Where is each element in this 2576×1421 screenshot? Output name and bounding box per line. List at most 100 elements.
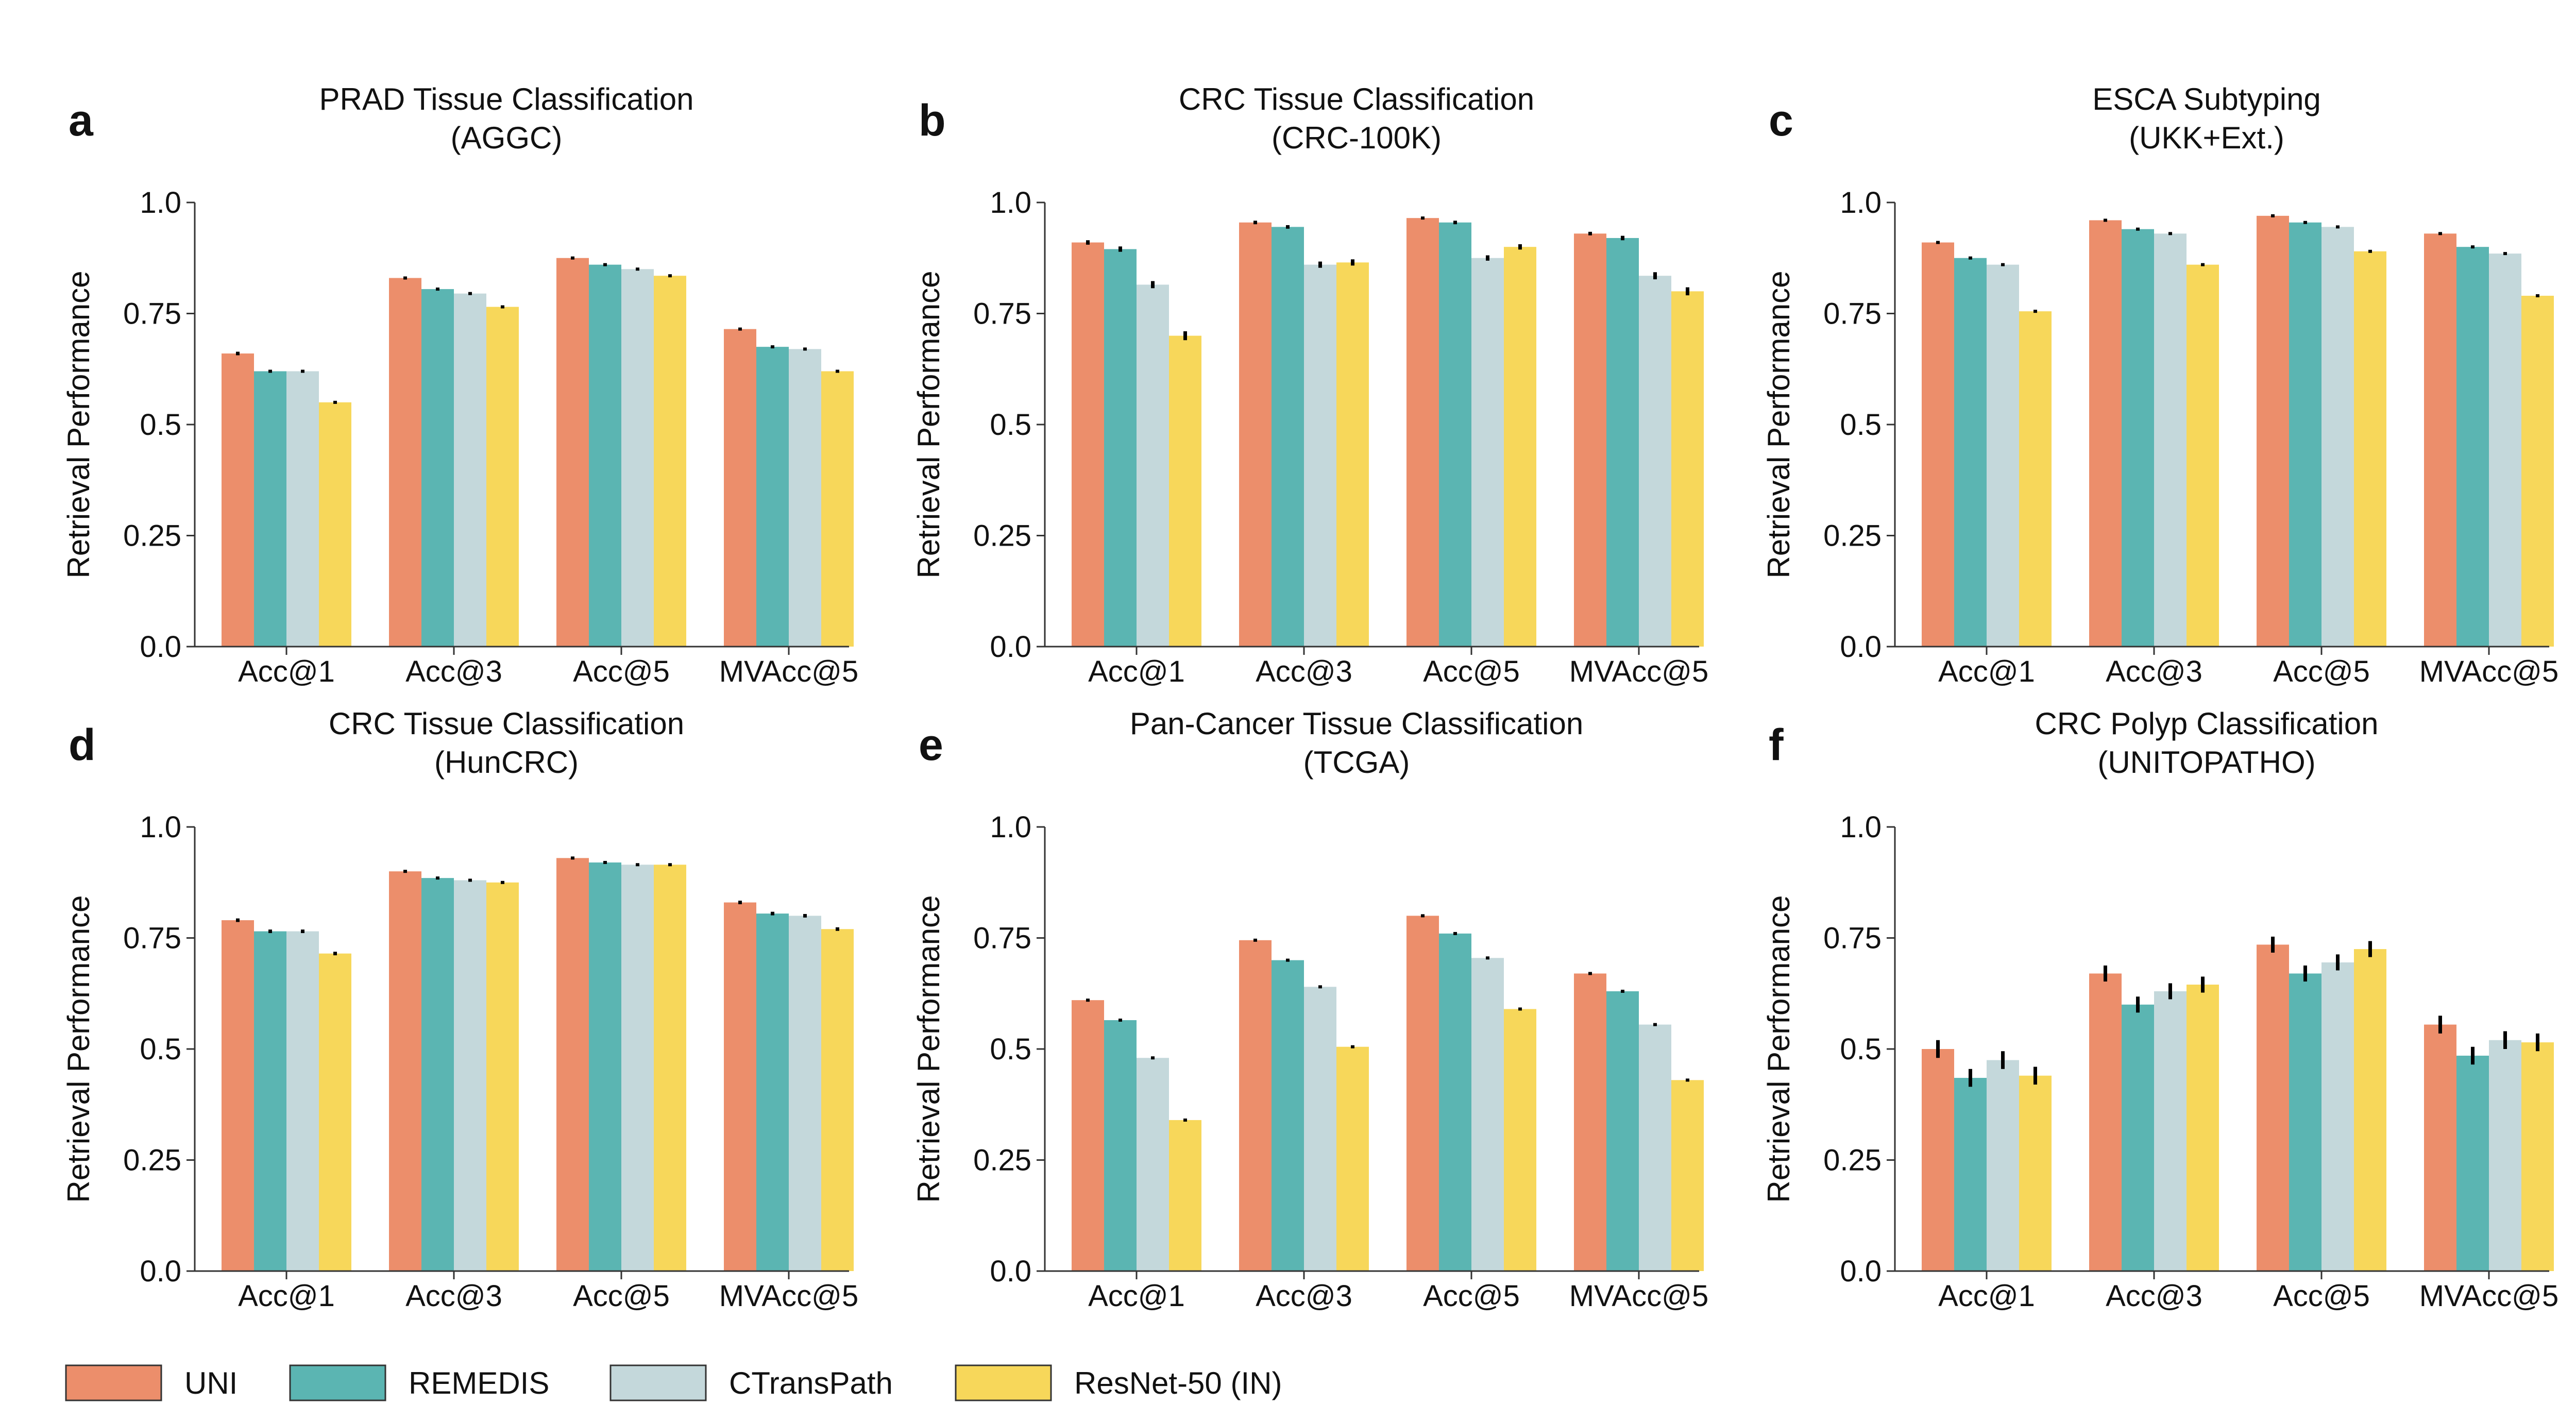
y-tick-label: 0.75 <box>123 922 181 955</box>
bar-uni-mvacc-5 <box>2424 233 2456 647</box>
bar-ctranspath-acc-5 <box>621 865 654 1271</box>
legend-swatch-resnet-50-in <box>955 1364 1052 1401</box>
bar-resnet-50-in--acc-5 <box>2354 251 2386 647</box>
panel-letter: c <box>1769 96 1793 145</box>
chart-title-line: (AGGC) <box>451 121 563 155</box>
y-tick-label: 1.0 <box>990 810 1031 844</box>
bar-uni-acc-1 <box>1922 242 1954 647</box>
legend-label-remedis: REMEDIS <box>409 1366 549 1400</box>
bar-remedis-acc-1 <box>254 931 286 1271</box>
bar-uni-acc-5 <box>556 858 589 1271</box>
x-tick-label: MVAcc@5 <box>1569 1279 1709 1313</box>
bar-ctranspath-acc-1 <box>1987 264 2019 647</box>
bar-uni-acc-1 <box>1072 1000 1104 1271</box>
bar-uni-mvacc-5 <box>1574 973 1606 1271</box>
chart-panel-f: f CRC Polyp Classification (UNITOPATHO) Ret… <box>1761 706 2558 1313</box>
bar-resnet-50-in--acc-3 <box>2187 985 2219 1271</box>
legend-swatch-ctranspath <box>609 1364 707 1401</box>
bar-resnet-50-in--mvacc-5 <box>821 371 854 647</box>
x-tick-label: Acc@3 <box>405 1279 502 1313</box>
y-tick-label: 0.25 <box>123 519 181 553</box>
chart-title-line: Pan-Cancer Tissue Classification <box>1130 706 1583 741</box>
bar-remedis-acc-3 <box>1272 960 1304 1271</box>
bar-ctranspath-acc-1 <box>1987 1060 2019 1271</box>
x-tick-label: Acc@1 <box>238 655 335 688</box>
y-tick-label: 0.25 <box>1823 519 1882 553</box>
bar-uni-acc-5 <box>1406 218 1439 647</box>
legend-swatch-uni <box>65 1364 162 1401</box>
bar-ctranspath-acc-1 <box>286 371 319 647</box>
bar-uni-acc-1 <box>1922 1049 1954 1271</box>
chart-title-line: (UNITOPATHO) <box>2097 745 2315 780</box>
bar-uni-acc-5 <box>1406 916 1439 1271</box>
y-tick-label: 0.75 <box>973 922 1031 955</box>
bar-ctranspath-mvacc-5 <box>1639 1024 1671 1271</box>
bar-remedis-acc-1 <box>1954 1078 1987 1271</box>
bar-remedis-acc-5 <box>1439 222 1471 647</box>
bar-uni-acc-5 <box>2257 215 2289 647</box>
x-tick-label: Acc@1 <box>1088 1279 1185 1313</box>
bar-uni-mvacc-5 <box>724 329 756 647</box>
x-tick-label: MVAcc@5 <box>2419 1279 2559 1313</box>
bar-resnet-50-in--acc-3 <box>2187 264 2219 647</box>
bar-remedis-acc-5 <box>1439 933 1471 1271</box>
x-tick-label: MVAcc@5 <box>719 655 859 688</box>
y-axis-label: Retrieval Performance <box>1761 895 1796 1203</box>
bar-uni-acc-3 <box>2089 220 2122 647</box>
bar-resnet-50-in--mvacc-5 <box>2521 296 2554 647</box>
y-tick-label: 1.0 <box>140 810 181 844</box>
bar-resnet-50-in--acc-3 <box>1336 262 1369 647</box>
bar-resnet-50-in--mvacc-5 <box>2521 1042 2554 1271</box>
x-tick-label: Acc@1 <box>1938 1279 2035 1313</box>
bar-ctranspath-acc-1 <box>1137 284 1169 647</box>
x-tick-label: Acc@5 <box>573 655 670 688</box>
legend-label-uni: UNI <box>184 1366 238 1400</box>
y-tick-label: 0.5 <box>1840 408 1882 442</box>
bar-remedis-mvacc-5 <box>756 914 789 1271</box>
panel-letter: e <box>919 720 943 770</box>
chart-title-line: (TCGA) <box>1303 745 1410 780</box>
chart-title-line: CRC Tissue Classification <box>329 706 684 741</box>
bar-ctranspath-acc-3 <box>454 293 486 647</box>
bar-remedis-acc-3 <box>2122 1004 2154 1271</box>
bar-remedis-mvacc-5 <box>1606 991 1639 1271</box>
y-tick-label: 0.5 <box>1840 1033 1882 1066</box>
bar-resnet-50-in--acc-3 <box>1336 1046 1369 1271</box>
y-tick-label: 0.75 <box>1823 922 1882 955</box>
y-tick-label: 1.0 <box>990 186 1031 219</box>
y-axis-label: Retrieval Performance <box>61 271 96 579</box>
y-axis-label: Retrieval Performance <box>61 895 96 1203</box>
y-tick-label: 0.75 <box>1823 297 1882 331</box>
bar-ctranspath-mvacc-5 <box>2489 1040 2521 1271</box>
bar-resnet-50-in--acc-5 <box>1504 1009 1536 1271</box>
bar-resnet-50-in--acc-5 <box>654 865 686 1271</box>
y-tick-label: 0.5 <box>990 1033 1031 1066</box>
chart-title-line: ESCA Subtyping <box>2092 82 2321 116</box>
x-tick-label: Acc@5 <box>2273 1279 2370 1313</box>
y-axis-label: Retrieval Performance <box>911 271 946 579</box>
y-tick-label: 0.0 <box>990 1255 1031 1288</box>
legend-swatch-remedis <box>289 1364 386 1401</box>
y-tick-label: 0.0 <box>140 1255 181 1288</box>
x-tick-label: Acc@1 <box>238 1279 335 1313</box>
chart-panel-e: e Pan-Cancer Tissue Classification (TCGA) R… <box>911 706 1708 1313</box>
y-tick-label: 0.25 <box>123 1144 181 1177</box>
bar-remedis-acc-1 <box>254 371 286 647</box>
chart-panel-a: a PRAD Tissue Classification (AGGC) Retriev… <box>61 82 858 688</box>
y-tick-label: 0.0 <box>1840 630 1882 664</box>
x-tick-label: Acc@3 <box>2106 655 2202 688</box>
bar-remedis-acc-3 <box>421 878 454 1271</box>
y-tick-label: 0.0 <box>140 630 181 664</box>
panel-letter: d <box>69 720 96 770</box>
chart-title-line: (HunCRC) <box>434 745 579 780</box>
bar-ctranspath-acc-5 <box>1471 958 1504 1271</box>
bar-ctranspath-acc-5 <box>2321 962 2354 1271</box>
bar-uni-mvacc-5 <box>724 902 756 1271</box>
chart-title-line: CRC Tissue Classification <box>1179 82 1534 116</box>
bar-resnet-50-in--mvacc-5 <box>1671 1080 1704 1271</box>
bar-ctranspath-acc-5 <box>621 269 654 647</box>
chart-title-line: PRAD Tissue Classification <box>319 82 694 116</box>
x-tick-label: Acc@3 <box>1256 655 1352 688</box>
bar-remedis-acc-1 <box>1104 1020 1137 1271</box>
bar-ctranspath-mvacc-5 <box>789 349 821 647</box>
